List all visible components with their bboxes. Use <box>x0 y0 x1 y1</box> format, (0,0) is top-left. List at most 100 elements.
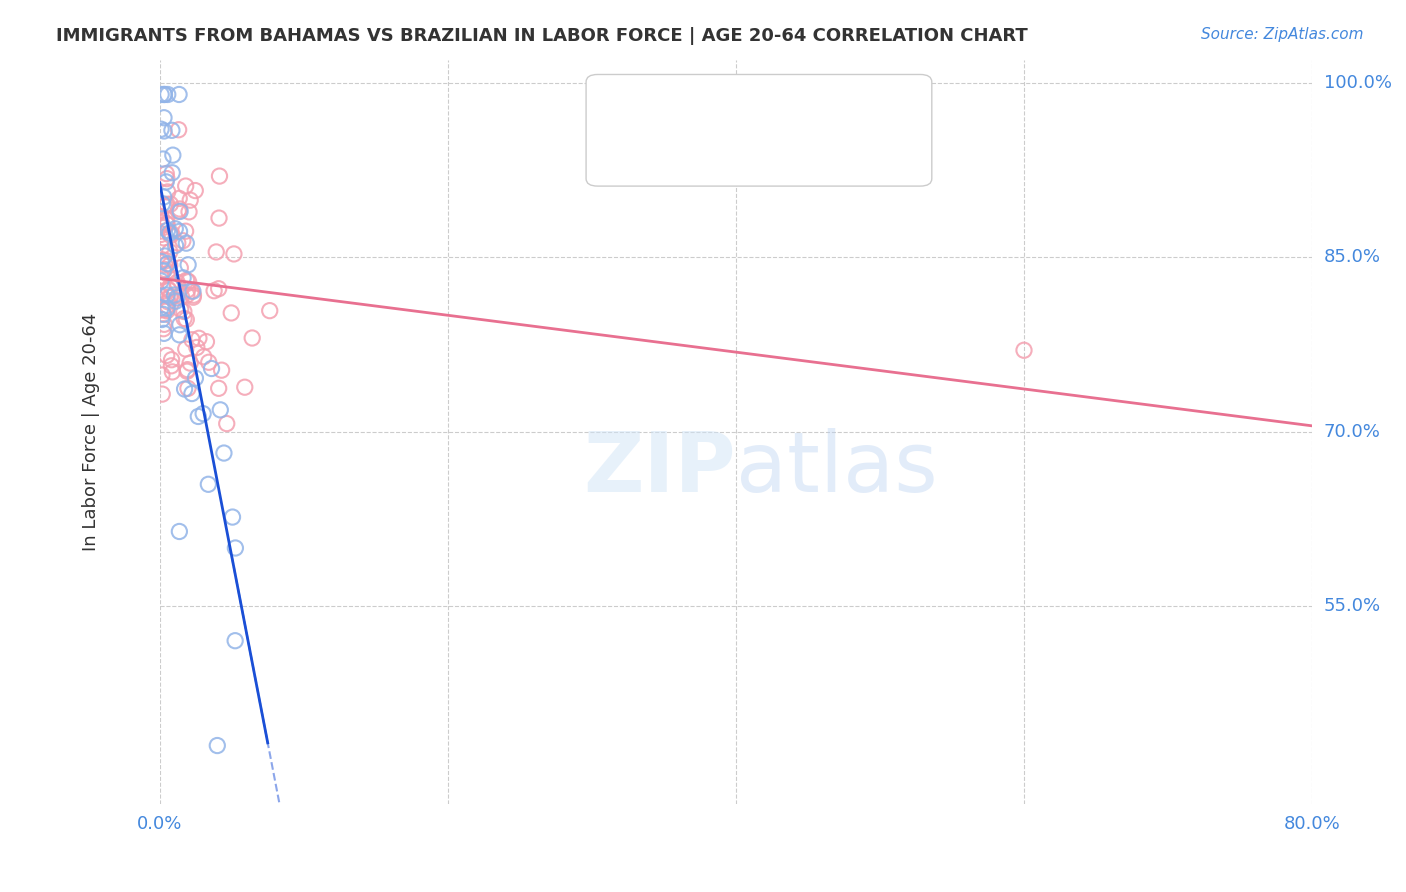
Point <box>162 365 184 379</box>
Point <box>176 362 198 376</box>
Point <box>1012 343 1035 358</box>
Point <box>152 252 174 267</box>
Point <box>183 288 205 302</box>
Point <box>160 359 183 373</box>
Point <box>176 312 198 326</box>
Point <box>165 294 187 309</box>
Point <box>169 260 191 275</box>
Point <box>159 258 181 272</box>
Point <box>152 220 174 235</box>
Point <box>176 283 198 297</box>
Point <box>205 244 228 259</box>
Point <box>179 356 201 370</box>
Point <box>159 226 181 240</box>
Point <box>153 199 176 213</box>
Text: 85.0%: 85.0% <box>1323 248 1381 266</box>
Legend:   R = -0.535   N = 55,   R = -0.104   N = 96: R = -0.535 N = 55, R = -0.104 N = 96 <box>641 83 876 147</box>
Point <box>166 276 188 290</box>
Point <box>221 510 243 524</box>
Point <box>159 290 181 304</box>
Point <box>156 288 179 302</box>
Point <box>156 257 179 271</box>
Point <box>184 371 207 385</box>
Point <box>208 211 231 225</box>
Point <box>156 304 179 318</box>
Text: ZIP: ZIP <box>583 428 735 509</box>
Point <box>191 407 214 421</box>
Point <box>177 275 200 289</box>
Point <box>170 302 193 317</box>
Point <box>153 249 176 263</box>
Point <box>176 364 198 378</box>
Point <box>159 228 181 243</box>
Point <box>156 267 179 281</box>
Point <box>155 216 177 230</box>
Point <box>153 326 176 341</box>
Point <box>207 739 229 753</box>
Point <box>222 247 245 261</box>
Text: 55.0%: 55.0% <box>1323 597 1381 615</box>
Point <box>160 123 183 137</box>
Point <box>156 87 179 102</box>
Point <box>177 381 200 395</box>
Point <box>167 87 190 102</box>
Point <box>156 218 179 232</box>
Point <box>156 171 179 186</box>
Point <box>150 227 173 242</box>
Point <box>150 87 173 102</box>
Point <box>187 331 209 345</box>
Point <box>152 190 174 204</box>
Point <box>153 87 176 102</box>
Point <box>150 270 173 285</box>
Point <box>181 290 204 304</box>
Point <box>152 307 174 321</box>
Point <box>180 285 202 299</box>
Text: Source: ZipAtlas.com: Source: ZipAtlas.com <box>1201 27 1364 42</box>
Point <box>157 282 180 296</box>
Point <box>159 244 181 259</box>
Point <box>195 334 218 349</box>
Point <box>169 524 191 539</box>
Point <box>150 239 173 253</box>
Point <box>208 381 231 395</box>
Point <box>159 290 181 304</box>
Point <box>150 387 173 401</box>
Point <box>219 306 242 320</box>
Point <box>162 148 184 162</box>
Point <box>159 278 181 293</box>
Point <box>193 350 215 364</box>
Text: 0.0%: 0.0% <box>136 815 183 833</box>
Point <box>153 111 176 125</box>
Point <box>208 169 231 183</box>
Point <box>224 541 246 555</box>
Point <box>150 289 173 303</box>
Point <box>208 282 231 296</box>
Point <box>153 262 176 277</box>
Point <box>173 311 195 326</box>
Point <box>160 352 183 367</box>
Point <box>166 291 188 305</box>
Point <box>166 278 188 293</box>
Point <box>152 302 174 317</box>
Point <box>224 633 246 648</box>
Point <box>150 210 173 224</box>
Point <box>160 166 183 180</box>
Point <box>150 368 173 382</box>
Point <box>173 304 195 318</box>
Point <box>211 363 233 377</box>
Point <box>184 184 207 198</box>
Point <box>179 193 201 207</box>
Point <box>240 331 263 345</box>
Point <box>169 224 191 238</box>
Point <box>172 270 194 285</box>
Point <box>153 258 176 272</box>
Point <box>166 235 188 250</box>
Point <box>215 417 238 431</box>
Point <box>181 284 204 298</box>
Point <box>156 223 179 237</box>
Point <box>150 274 173 288</box>
Point <box>167 191 190 205</box>
Point <box>150 219 173 233</box>
Point <box>153 318 176 332</box>
Point <box>259 303 281 318</box>
